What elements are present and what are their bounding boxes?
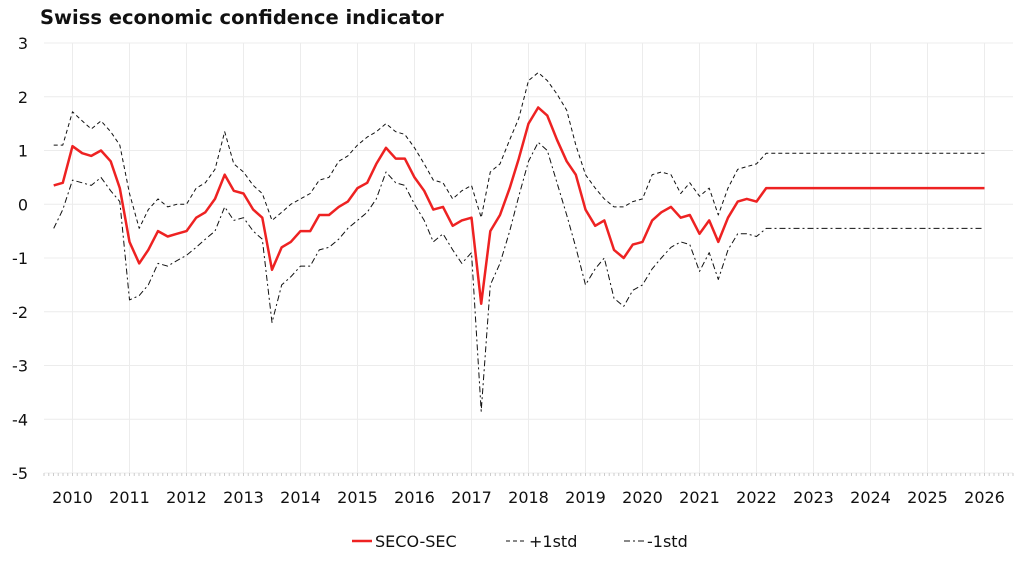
y-tick-label: -3 [12,357,28,376]
series-line-1 [53,72,985,229]
x-tick-label: 2022 [736,488,777,507]
y-tick-label: 3 [18,34,28,53]
y-tick-label: 1 [18,142,28,161]
y-axis: 3 2 1 0 -1 -2 -3 -4 -5 [12,34,28,483]
y-tick-label: -2 [12,303,28,322]
grid [44,42,1013,474]
legend-label-0: SECO-SEC [375,532,457,551]
x-tick-label: 2013 [223,488,264,507]
chart-title: Swiss economic confidence indicator [40,6,444,29]
x-tick-label: 2024 [850,488,891,507]
plot-area [53,72,985,412]
y-tick-label: -1 [12,249,28,268]
legend: SECO-SEC +1std -1std [352,532,688,551]
x-tick-label: 2017 [451,488,492,507]
legend-label-2: -1std [647,532,688,551]
y-tick-label: 2 [18,88,28,107]
y-tick-label: -5 [12,464,28,483]
x-axis: 2010 2011 2012 2013 2014 2015 2016 2017 2018 2019… [43,473,1014,507]
x-tick-label: 2018 [508,488,549,507]
x-tick-label: 2019 [565,488,606,507]
x-tick-label: 2015 [337,488,378,507]
series-line-0 [53,106,985,305]
x-tick-label: 2020 [622,488,663,507]
legend-label-1: +1std [529,532,577,551]
x-tick-label: 2026 [964,488,1005,507]
x-tick-label: 2023 [793,488,834,507]
x-tick-label: 2012 [166,488,207,507]
x-tick-label: 2021 [679,488,720,507]
x-tick-label: 2016 [394,488,435,507]
x-tick-label: 2014 [280,488,321,507]
series-line-2 [53,141,985,412]
x-tick-label: 2011 [109,488,150,507]
y-tick-label: 0 [18,195,28,214]
x-tick-label: 2010 [52,488,93,507]
x-tick-label: 2025 [907,488,948,507]
y-tick-label: -4 [12,410,28,429]
